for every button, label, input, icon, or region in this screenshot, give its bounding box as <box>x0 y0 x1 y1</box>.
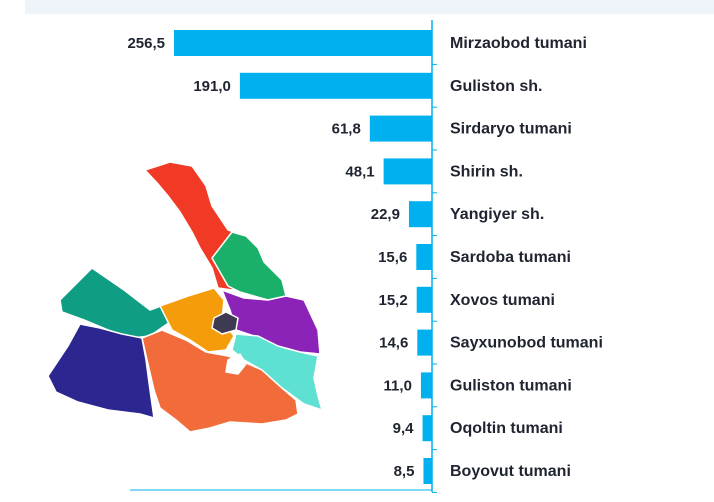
map-city-gray <box>211 311 239 335</box>
bars-layer <box>174 30 432 484</box>
bar <box>416 244 432 270</box>
axis-ticks <box>432 63 437 493</box>
value-label: 9,4 <box>393 420 415 437</box>
bar <box>383 158 432 185</box>
map-region-east-aqua <box>231 333 323 411</box>
bar <box>422 415 432 442</box>
bar <box>369 115 432 142</box>
category-label: Boyovut tumani <box>450 463 571 480</box>
category-label: Guliston sh. <box>450 78 542 95</box>
bar <box>174 30 432 56</box>
value-label: 8,5 <box>394 463 415 480</box>
map-region-east-upper <box>211 231 287 301</box>
header-band <box>25 0 714 14</box>
value-label: 15,2 <box>379 292 408 309</box>
category-label: Sirdaryo tumani <box>450 121 572 138</box>
region-map <box>47 161 323 433</box>
bar <box>420 372 432 399</box>
category-label: Xovos tumani <box>450 292 555 309</box>
category-label: Sardoba tumani <box>450 249 571 266</box>
bar <box>423 458 432 484</box>
map-city-white <box>225 353 247 375</box>
bar <box>416 286 432 313</box>
bar <box>408 201 432 228</box>
category-labels: Mirzaobod tumani Guliston sh. Sirdaryo tum… <box>450 35 603 480</box>
map-region-west-navy <box>47 323 155 419</box>
value-label: 14,6 <box>379 335 408 352</box>
value-label: 22,9 <box>371 206 400 223</box>
category-label: Sayxunobod tumani <box>450 335 603 352</box>
value-label: 191,0 <box>193 78 231 95</box>
category-label: Mirzaobod tumani <box>450 35 587 52</box>
map-region-center-orange <box>159 287 235 353</box>
value-labels: 256,5 191,0 61,8 48,1 22,9 15,6 15,2 14,6 11,0 9,… <box>127 35 414 480</box>
category-label: Yangiyer sh. <box>450 206 544 223</box>
map-region-south-coral <box>141 329 299 433</box>
category-label: Shirin sh. <box>450 163 523 180</box>
bar <box>239 72 432 99</box>
value-label: 61,8 <box>332 121 361 138</box>
category-label: Oqoltin tumani <box>450 420 563 437</box>
value-label: 15,6 <box>378 249 407 266</box>
value-label: 48,1 <box>345 163 374 180</box>
value-label: 11,0 <box>384 377 412 394</box>
bar <box>417 329 432 356</box>
value-label: 256,5 <box>127 35 165 52</box>
category-label: Guliston tumani <box>450 377 572 394</box>
